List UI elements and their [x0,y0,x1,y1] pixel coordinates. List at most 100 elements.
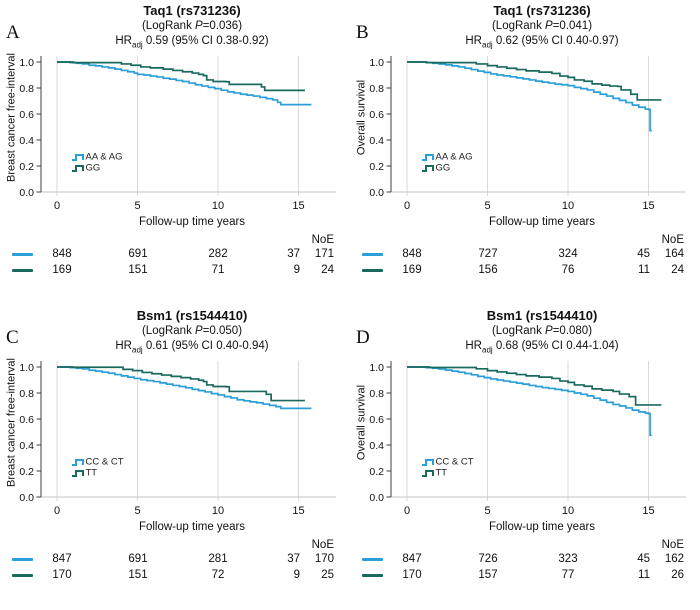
y-tick-label: 0.8 [369,388,384,400]
x-tick-label: 5 [134,200,140,212]
legend-label: TT [86,468,98,479]
y-tick-label: 0.4 [19,440,34,452]
risk-count: 151 [128,569,148,581]
noe-header: NoE [661,234,684,246]
logrank-p-symbol: P [195,325,203,337]
logrank-prefix: (LogRank [141,20,196,32]
y-tick-label: 0.2 [369,466,384,478]
y-tick-label: 0.6 [369,109,384,121]
legend-step-icon [72,154,84,161]
y-tick-label: 0.8 [369,83,384,95]
y-tick-label: 0.2 [369,161,384,173]
risk-count: 11 [638,264,650,276]
y-tick-label: 1.0 [19,57,34,69]
panel-title-block: Taq1 (rs731236) (LogRank P=0.036) HRadj … [0,3,350,48]
legend-label: AA & AG [436,152,473,163]
x-tick-label: 0 [54,200,60,212]
noe-count: 24 [671,264,684,276]
logrank-value: =0.080) [552,325,593,337]
legend-step-icon [422,470,434,477]
panel-title: Taq1 (rs731236) [493,3,591,18]
legend-label: TT [436,468,448,479]
hr-value: 0.59 (95% CI 0.38-0.92) [142,34,269,47]
risk-count: 157 [478,569,498,581]
logrank-p-symbol: P [545,325,553,337]
x-tick-label: 10 [562,200,574,212]
risk-count: 691 [128,553,148,565]
logrank-value: =0.041) [552,20,593,32]
survival-curve-tt [407,366,662,406]
noe-header: NoE [311,234,334,246]
risk-count: 324 [558,248,578,260]
risk-count: 281 [208,553,228,565]
x-tick-label: 5 [484,200,490,212]
risk-count: 9 [293,569,300,581]
risk-count: 72 [211,569,225,581]
survival-curve-tt [57,366,305,402]
risk-row: 847 726 323 45 162 [350,553,700,567]
series-swatch-icon [12,558,33,561]
y-tick-label: 0.4 [369,135,384,147]
risk-count: 848 [402,248,422,260]
legend-label: CC & CT [86,457,124,468]
logrank-line: (LogRank P=0.080) [384,324,700,339]
x-axis-title: Follow-up time years [488,216,596,228]
hr-subscript: adj [482,39,493,49]
series-swatch-icon [12,574,33,577]
x-tick-label: 5 [134,505,140,517]
risk-count: 170 [52,569,72,581]
series-swatch-icon [12,253,33,256]
risk-row: 169 156 76 11 24 [350,264,700,278]
panel-title: Bsm1 (rs1544410) [136,308,248,323]
panel-letter: C [6,327,19,348]
hr-subscript: adj [132,39,143,49]
panel-title-block: Taq1 (rs731236) (LogRank P=0.041) HRadj … [350,3,700,48]
survival-curve-gg [407,61,662,101]
risk-count: 170 [402,569,422,581]
y-tick-label: 0.4 [369,440,384,452]
legend-label: AA & AG [86,152,123,163]
y-tick-label: 0.0 [19,492,34,504]
noe-count: 171 [314,248,334,260]
logrank-prefix: (LogRank [491,325,546,337]
logrank-p-symbol: P [545,20,553,32]
hr-line: HRadj 0.59 (95% CI 0.38-0.92) [34,34,350,49]
panel-b: B Taq1 (rs731236) (LogRank P=0.041) HRad… [350,0,700,305]
risk-count: 156 [478,264,498,276]
logrank-value: =0.050) [202,325,243,337]
panel-title: Taq1 (rs731236) [143,3,241,18]
risk-count: 691 [128,248,148,260]
y-tick-label: 0.0 [19,187,34,199]
y-tick-label: 0.2 [19,466,34,478]
panel-letter: A [6,22,20,43]
noe-count: 170 [314,553,334,565]
legend-step-icon [72,165,84,172]
x-tick-label: 15 [292,200,304,212]
noe-count: 26 [671,569,684,581]
x-tick-label: 10 [562,505,574,517]
series-swatch-icon [362,558,383,561]
hr-prefix: HR [465,34,482,47]
logrank-line: (LogRank P=0.050) [34,324,350,339]
risk-row: 847 691 281 37 170 [0,553,350,567]
risk-count: 848 [52,248,72,260]
x-tick-label: 0 [404,200,410,212]
risk-count: 169 [52,264,72,276]
noe-count: 162 [664,553,684,565]
x-tick-label: 5 [484,505,490,517]
risk-count: 45 [637,553,650,565]
logrank-prefix: (LogRank [491,20,546,32]
y-tick-label: 0.8 [19,83,34,95]
y-tick-label: 0.6 [19,414,34,426]
risk-count: 45 [637,248,650,260]
risk-count: 11 [638,569,650,581]
y-tick-label: 0.8 [19,388,34,400]
legend-label: GG [86,163,101,174]
series-swatch-icon [362,253,383,256]
noe-header: NoE [311,539,334,551]
y-tick-label: 1.0 [19,362,34,374]
risk-count: 76 [561,264,575,276]
logrank-p-symbol: P [195,20,203,32]
